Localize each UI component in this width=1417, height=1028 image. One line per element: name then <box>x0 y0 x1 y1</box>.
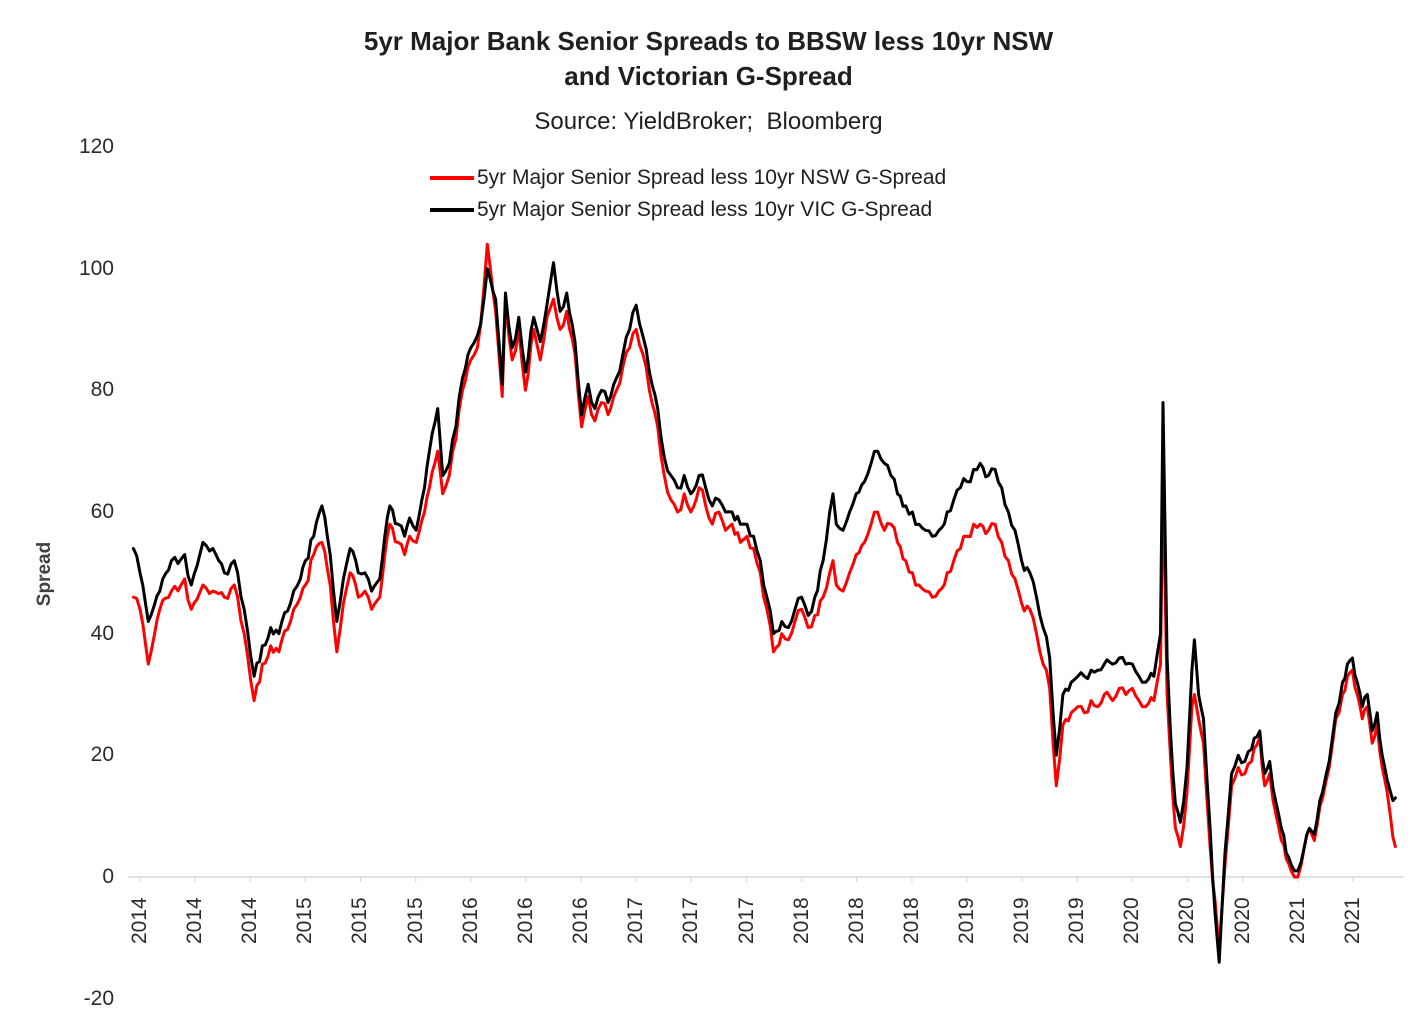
y-tick-label: 100 <box>78 256 114 280</box>
x-tick-label: 2020 <box>1175 897 1199 944</box>
x-tick-label: 2014 <box>183 897 207 944</box>
x-tick-label: 2015 <box>293 897 317 944</box>
x-tick-label: 2019 <box>955 897 978 944</box>
legend-item-vic: 5yr Major Senior Spread less 10yr VIC G-… <box>430 194 946 226</box>
x-tick-label: 2018 <box>844 897 868 944</box>
series-line-nsw <box>131 242 1397 952</box>
x-tick-label: 2017 <box>734 897 758 944</box>
legend-label: 5yr Major Senior Spread less 10yr VIC G-… <box>477 198 933 221</box>
y-tick-label: 80 <box>90 378 114 402</box>
y-axis-title: Spread <box>34 541 55 607</box>
legend-item-nsw: 5yr Major Senior Spread less 10yr NSW G-… <box>430 162 946 194</box>
x-tick-label: 2017 <box>679 897 703 944</box>
series-line-vic <box>131 261 1397 964</box>
x-tick-label: 2015 <box>348 897 372 944</box>
x-tick-label: 2019 <box>1010 897 1034 944</box>
legend-label: 5yr Major Senior Spread less 10yr NSW G-… <box>477 166 947 189</box>
x-tick-label: 2020 <box>1230 897 1254 944</box>
y-tick-label: 40 <box>90 621 114 645</box>
chart-source: Source: YieldBroker; Bloomberg <box>534 108 883 135</box>
x-tick-label: 2016 <box>569 897 593 944</box>
x-tick-label: 2018 <box>899 897 923 944</box>
legend-line-swatch <box>430 208 474 212</box>
chart-legend: 5yr Major Senior Spread less 10yr NSW G-… <box>430 162 946 226</box>
y-tick-label: 20 <box>90 743 114 767</box>
chart-title: 5yr Major Bank Senior Spreads to BBSW le… <box>0 24 1417 94</box>
x-tick-label: 2016 <box>458 897 482 944</box>
legend-line-swatch <box>430 176 474 180</box>
y-tick-label: 0 <box>102 865 114 888</box>
x-tick-label: 2021 <box>1340 897 1364 944</box>
x-tick-label: 2015 <box>403 897 427 944</box>
x-tick-label: 2021 <box>1285 897 1309 944</box>
x-tick-label: 2016 <box>513 897 537 944</box>
chart-title-line1: 5yr Major Bank Senior Spreads to BBSW le… <box>363 26 1054 56</box>
x-tick-label: 2014 <box>238 897 262 944</box>
y-tick-label: 60 <box>90 500 114 523</box>
x-tick-label: 2019 <box>1065 897 1089 944</box>
chart-title-line2: and Victorian G-Spread <box>564 61 853 91</box>
x-tick-label: 2017 <box>624 897 648 944</box>
x-tick-label: 2014 <box>128 897 151 944</box>
y-tick-label: 120 <box>78 135 114 158</box>
y-tick-label: -20 <box>83 986 114 1010</box>
x-tick-label: 2018 <box>789 897 813 944</box>
x-tick-label: 2020 <box>1120 897 1144 944</box>
